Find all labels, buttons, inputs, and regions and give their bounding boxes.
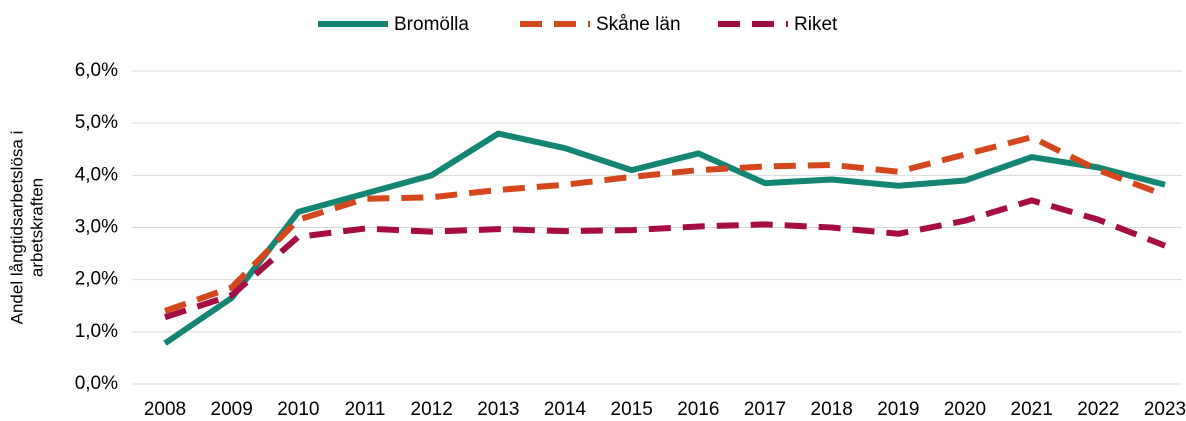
x-tick-label: 2022	[1077, 399, 1119, 420]
y-tick-label: 0,0%	[75, 373, 118, 394]
x-tick-label: 2016	[677, 399, 719, 420]
x-tick-label: 2021	[1011, 399, 1053, 420]
y-tick-label: 4,0%	[75, 164, 118, 185]
x-tick-label: 2023	[1144, 399, 1186, 420]
x-tick-label: 2009	[211, 399, 253, 420]
x-tick-label: 2019	[877, 399, 919, 420]
series-line	[163, 130, 1166, 346]
x-tick-label: 2012	[411, 399, 453, 420]
x-tick-label: 2015	[611, 399, 653, 420]
y-tick-label: 6,0%	[75, 60, 118, 81]
x-tick-label: 2014	[544, 399, 587, 420]
legend-label: Riket	[794, 14, 838, 35]
y-tick-label: 1,0%	[75, 321, 118, 342]
x-tick-label: 2020	[944, 399, 986, 420]
x-tick-label: 2008	[144, 399, 186, 420]
legend-label: Skåne län	[596, 14, 681, 35]
y-tick-label: 5,0%	[75, 112, 118, 133]
series-line	[164, 197, 1167, 321]
x-tick-label: 2018	[811, 399, 853, 420]
y-tick-label: 3,0%	[75, 217, 118, 238]
x-tick-label: 2013	[477, 399, 519, 420]
x-tick-label: 2017	[744, 399, 786, 420]
x-tick-label: 2010	[277, 399, 319, 420]
x-tick-label: 2011	[345, 399, 386, 420]
y-axis-label: Andel långtidsarbetslösa i	[7, 131, 26, 325]
y-tick-label: 2,0%	[75, 269, 118, 290]
legend-label: Bromölla	[394, 14, 469, 35]
y-axis-label: arbetskraften	[27, 178, 46, 277]
